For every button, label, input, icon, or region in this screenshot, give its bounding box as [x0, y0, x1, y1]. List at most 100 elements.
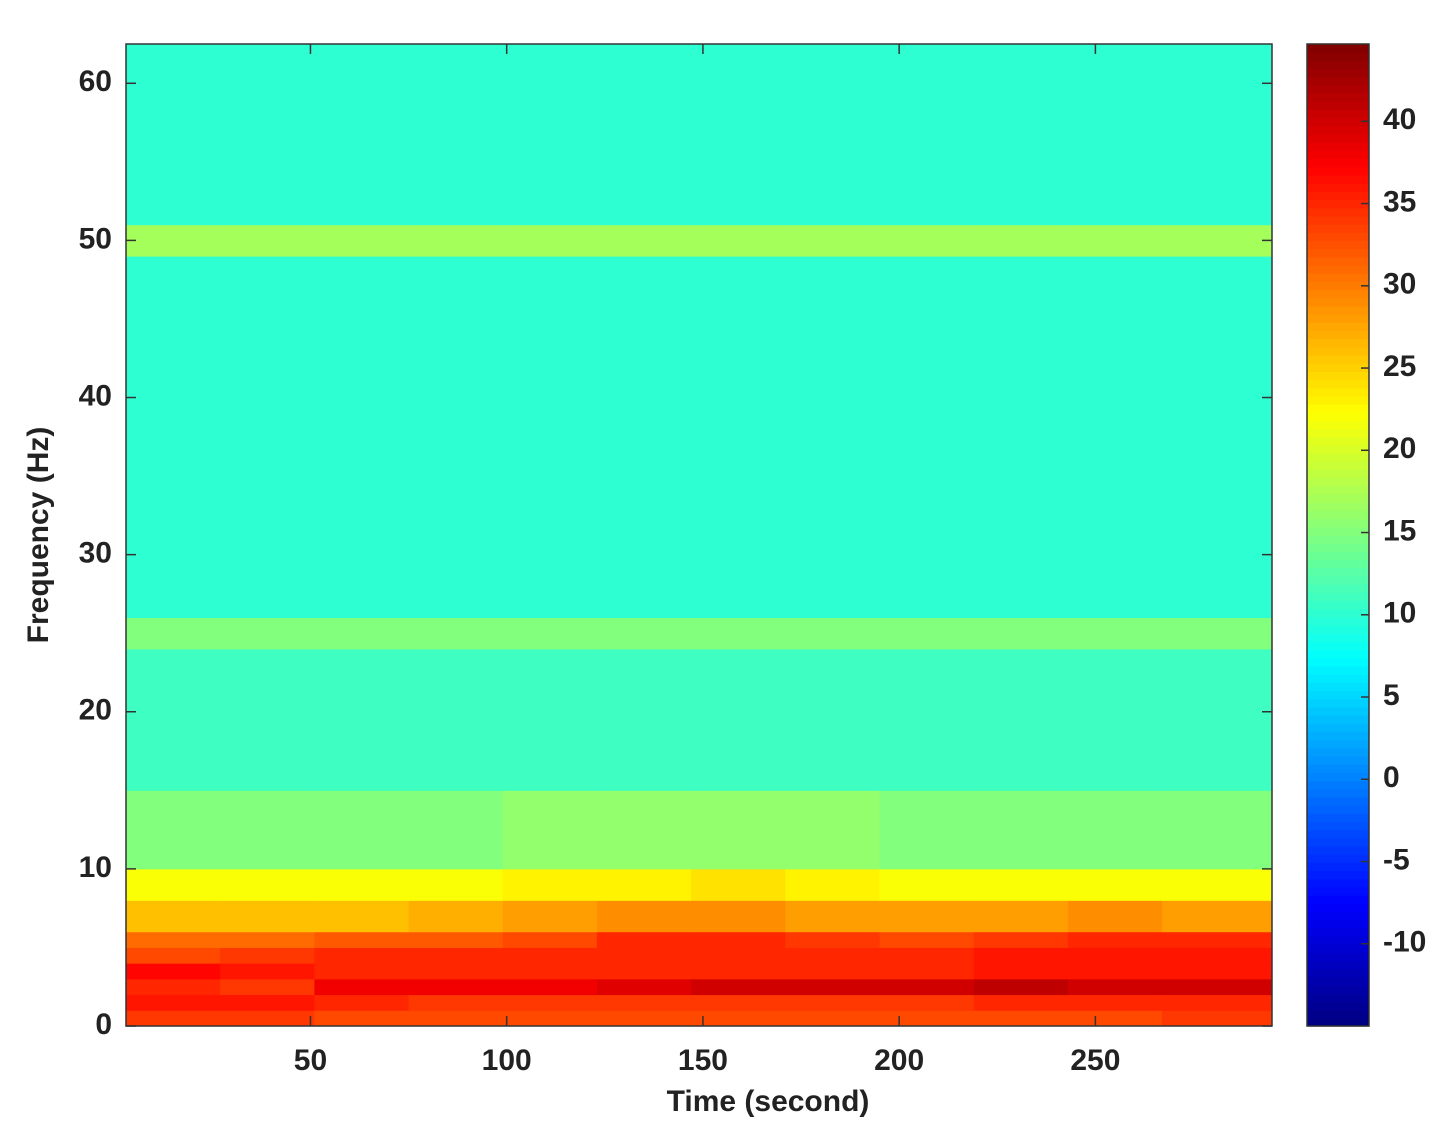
colorbar-band: [1307, 330, 1369, 340]
colorbar-band: [1307, 649, 1369, 659]
colorbar-band: [1307, 109, 1369, 119]
colorbar-band: [1307, 289, 1369, 299]
colorbar-band: [1307, 944, 1369, 953]
heat-cell: [1162, 931, 1273, 948]
colorbar-band: [1307, 379, 1369, 389]
colorbar-band: [1307, 166, 1369, 176]
heat-cell: [1162, 963, 1273, 980]
heat-cell: [785, 256, 881, 618]
heat-cell: [220, 931, 315, 948]
x-tick-label: 150: [678, 1044, 728, 1077]
heat-cell: [879, 790, 975, 870]
heat-cell: [1067, 900, 1163, 933]
colorbar-band: [1307, 232, 1369, 241]
colorbar-band: [1307, 903, 1369, 913]
colorbar-band: [1307, 993, 1369, 1003]
heat-cell: [1162, 994, 1273, 1011]
x-tick-label: 50: [294, 1044, 327, 1077]
colorbar-band: [1307, 404, 1369, 413]
heat-cell: [220, 224, 315, 257]
heat-cell: [126, 617, 221, 650]
heat-cell: [785, 978, 881, 996]
colorbar-tick-label: 10: [1383, 597, 1416, 630]
colorbar-band: [1307, 698, 1369, 708]
heat-cell: [879, 1010, 975, 1027]
heat-cell: [1067, 947, 1163, 964]
colorbar-band: [1307, 657, 1369, 667]
colorbar-band: [1307, 518, 1369, 528]
heat-cell: [973, 617, 1069, 650]
heat-cell: [314, 790, 410, 870]
x-tick-label: 100: [482, 1044, 532, 1077]
heat-cell: [126, 994, 221, 1011]
heat-cell: [691, 900, 786, 933]
heat-cell: [220, 256, 315, 618]
colorbar-band: [1307, 600, 1369, 610]
colorbar-band: [1307, 584, 1369, 593]
heat-cell: [973, 256, 1069, 618]
heat-cell: [691, 931, 786, 948]
heat-cell: [220, 868, 315, 901]
colorbar-tick-label: 5: [1383, 679, 1400, 712]
heat-cell: [879, 44, 975, 226]
heat-cell: [220, 947, 315, 964]
colorbar-band: [1307, 281, 1369, 291]
colorbar-band: [1307, 125, 1369, 135]
heat-cell: [785, 947, 881, 964]
heat-cell: [1067, 868, 1163, 901]
heat-cell: [314, 947, 410, 964]
colorbar-band: [1307, 395, 1369, 405]
y-tick-label: 50: [79, 222, 112, 255]
heat-cell: [408, 947, 504, 964]
heat-cell: [502, 947, 598, 964]
heat-cell: [1067, 790, 1163, 870]
colorbar-band: [1307, 690, 1369, 700]
plot-frame: [125, 43, 1273, 1027]
colorbar-band: [1307, 248, 1369, 258]
y-tick-label: 30: [79, 537, 112, 570]
heat-cell: [879, 900, 975, 933]
colorbar-band: [1307, 420, 1369, 430]
heat-cell: [879, 947, 975, 964]
heat-cell: [408, 617, 504, 650]
heat-cell: [502, 44, 598, 226]
heat-cell: [126, 868, 221, 901]
heat-cell: [502, 931, 598, 948]
colorbar-band: [1307, 837, 1369, 847]
heat-cell: [879, 617, 975, 650]
heat-cell: [879, 978, 975, 996]
colorbar-band: [1307, 780, 1369, 790]
colorbar-band: [1307, 477, 1369, 487]
colorbar-tick-label: 0: [1383, 761, 1400, 794]
colorbar-band: [1307, 150, 1369, 160]
heat-cell: [596, 931, 692, 948]
colorbar-band: [1307, 264, 1369, 274]
colorbar-band: [1307, 821, 1369, 831]
colorbar-tick-label: 15: [1383, 514, 1416, 547]
heat-cell: [879, 963, 975, 980]
y-tick-label: 40: [79, 379, 112, 412]
colorbar-band: [1307, 968, 1369, 978]
colorbar-band: [1307, 338, 1369, 348]
heat-cell: [502, 868, 598, 901]
heat-cell: [1162, 790, 1273, 870]
heat-cell: [596, 978, 692, 996]
colorbar-tick-label: 30: [1383, 268, 1416, 301]
heat-cell: [408, 44, 504, 226]
colorbar-band: [1307, 551, 1369, 561]
heat-cell: [973, 868, 1069, 901]
heat-cell: [314, 1010, 410, 1027]
x-axis-label: Time (second): [667, 1085, 870, 1118]
colorbar-band: [1307, 731, 1369, 741]
colorbar-band: [1307, 608, 1369, 618]
colorbar-band: [1307, 796, 1369, 806]
heat-cell: [502, 256, 598, 618]
heat-cell: [314, 44, 410, 226]
heat-cell: [691, 963, 786, 980]
heat-cell: [220, 978, 315, 996]
heat-cell: [126, 648, 221, 791]
heat-cell: [1067, 963, 1163, 980]
colorbar-band: [1307, 101, 1369, 111]
heat-cell: [220, 963, 315, 980]
